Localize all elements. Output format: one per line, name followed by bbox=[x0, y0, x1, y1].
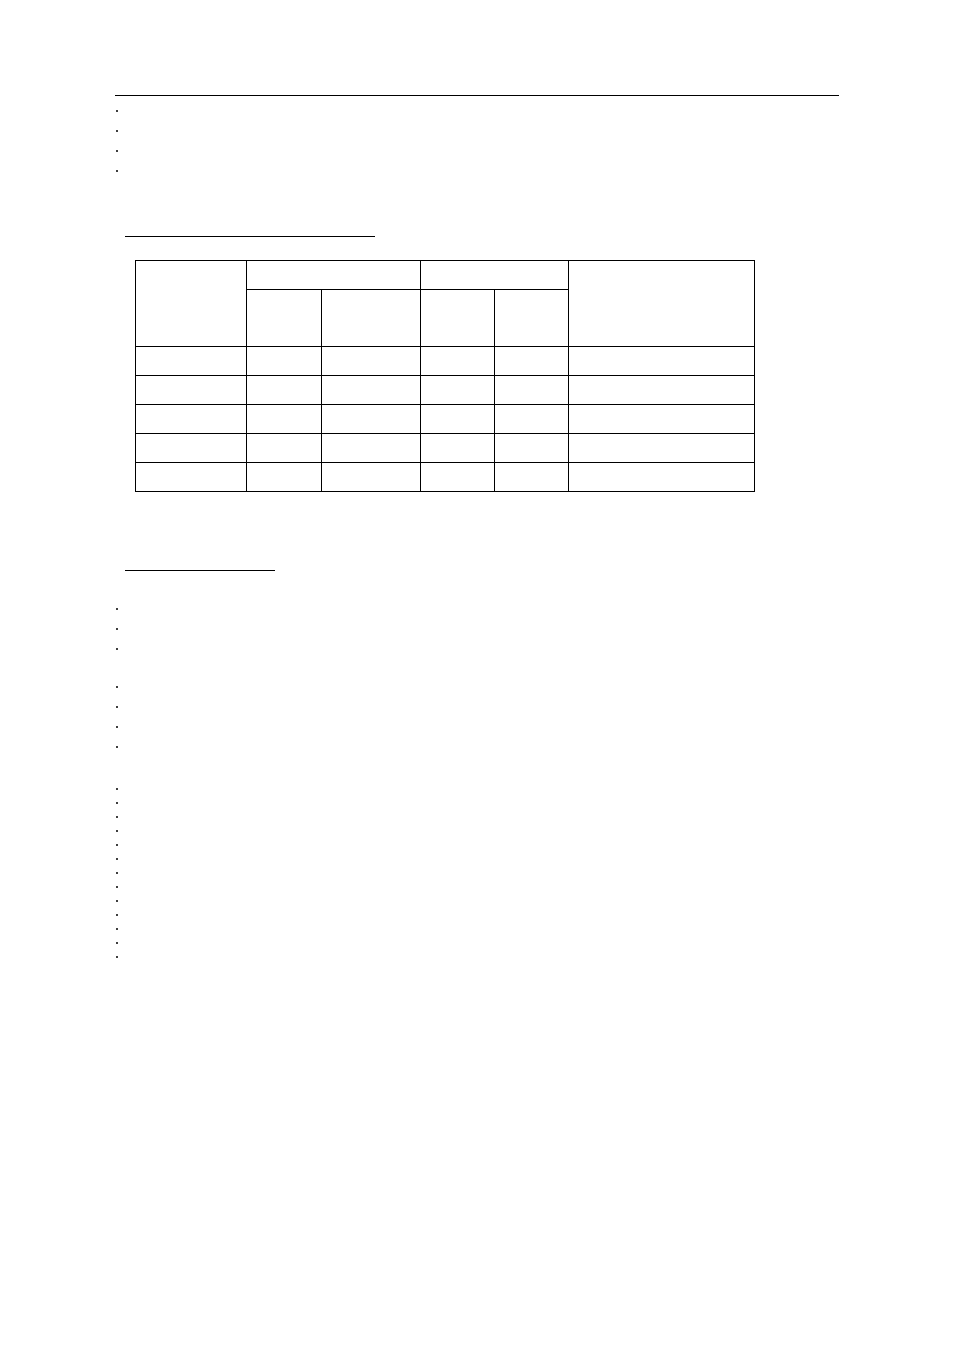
list-item bbox=[127, 624, 839, 644]
table-cell bbox=[136, 463, 247, 492]
table-header-cell bbox=[321, 290, 420, 347]
table-row bbox=[136, 347, 755, 376]
list-item bbox=[127, 826, 839, 840]
list-item bbox=[127, 146, 839, 166]
list-item bbox=[127, 952, 839, 966]
table-cell bbox=[494, 434, 568, 463]
list-item bbox=[127, 604, 839, 624]
table-cell bbox=[321, 463, 420, 492]
table-cell bbox=[569, 405, 755, 434]
table-header-cell bbox=[420, 261, 569, 290]
list-item bbox=[127, 938, 839, 952]
list-item bbox=[127, 106, 839, 126]
list-item bbox=[127, 812, 839, 826]
bullet-list bbox=[115, 604, 839, 664]
section-heading bbox=[125, 222, 375, 237]
table-cell bbox=[420, 405, 494, 434]
list-item bbox=[127, 682, 839, 702]
list-item bbox=[127, 784, 839, 798]
list-item bbox=[127, 126, 839, 146]
data-table-container bbox=[135, 260, 755, 492]
list-item bbox=[127, 910, 839, 924]
table-cell bbox=[321, 405, 420, 434]
table-cell bbox=[247, 376, 321, 405]
table-header-cell bbox=[569, 261, 755, 347]
section-heading bbox=[125, 556, 275, 571]
document-page bbox=[0, 0, 954, 1351]
list-item bbox=[127, 702, 839, 722]
table-cell bbox=[494, 405, 568, 434]
table-header-cell bbox=[247, 261, 420, 290]
table-cell bbox=[420, 347, 494, 376]
table-row bbox=[136, 405, 755, 434]
list-item bbox=[127, 854, 839, 868]
table-cell bbox=[321, 376, 420, 405]
table-row bbox=[136, 376, 755, 405]
table-cell bbox=[247, 405, 321, 434]
bullet-list bbox=[115, 682, 839, 762]
list-item bbox=[127, 798, 839, 812]
bullet-list bbox=[115, 784, 839, 966]
table-header-cell bbox=[494, 290, 568, 347]
table-cell bbox=[569, 463, 755, 492]
list-item bbox=[127, 924, 839, 938]
table-header-cell bbox=[247, 290, 321, 347]
table-cell bbox=[136, 347, 247, 376]
table-cell bbox=[321, 434, 420, 463]
list-item bbox=[127, 896, 839, 910]
top-bullet-list bbox=[115, 106, 839, 186]
table-cell bbox=[247, 347, 321, 376]
table-header-row bbox=[136, 261, 755, 290]
table-cell bbox=[494, 463, 568, 492]
table-cell bbox=[494, 376, 568, 405]
list-item bbox=[127, 882, 839, 896]
table-cell bbox=[494, 347, 568, 376]
table-row bbox=[136, 434, 755, 463]
list-item bbox=[127, 840, 839, 854]
data-table bbox=[135, 260, 755, 492]
list-item bbox=[127, 868, 839, 882]
table-cell bbox=[136, 405, 247, 434]
list-item bbox=[127, 742, 839, 762]
top-rule bbox=[115, 95, 839, 96]
list-item bbox=[127, 644, 839, 664]
table-row bbox=[136, 463, 755, 492]
table-cell bbox=[247, 463, 321, 492]
table-cell bbox=[569, 376, 755, 405]
table-cell bbox=[136, 434, 247, 463]
table-cell bbox=[420, 463, 494, 492]
table-cell bbox=[420, 376, 494, 405]
table-cell bbox=[136, 376, 247, 405]
list-item bbox=[127, 722, 839, 742]
table-header-cell bbox=[136, 261, 247, 347]
table-cell bbox=[569, 434, 755, 463]
table-cell bbox=[569, 347, 755, 376]
table-header-cell bbox=[420, 290, 494, 347]
table-cell bbox=[321, 347, 420, 376]
list-item bbox=[127, 166, 839, 186]
table-cell bbox=[247, 434, 321, 463]
table-cell bbox=[420, 434, 494, 463]
